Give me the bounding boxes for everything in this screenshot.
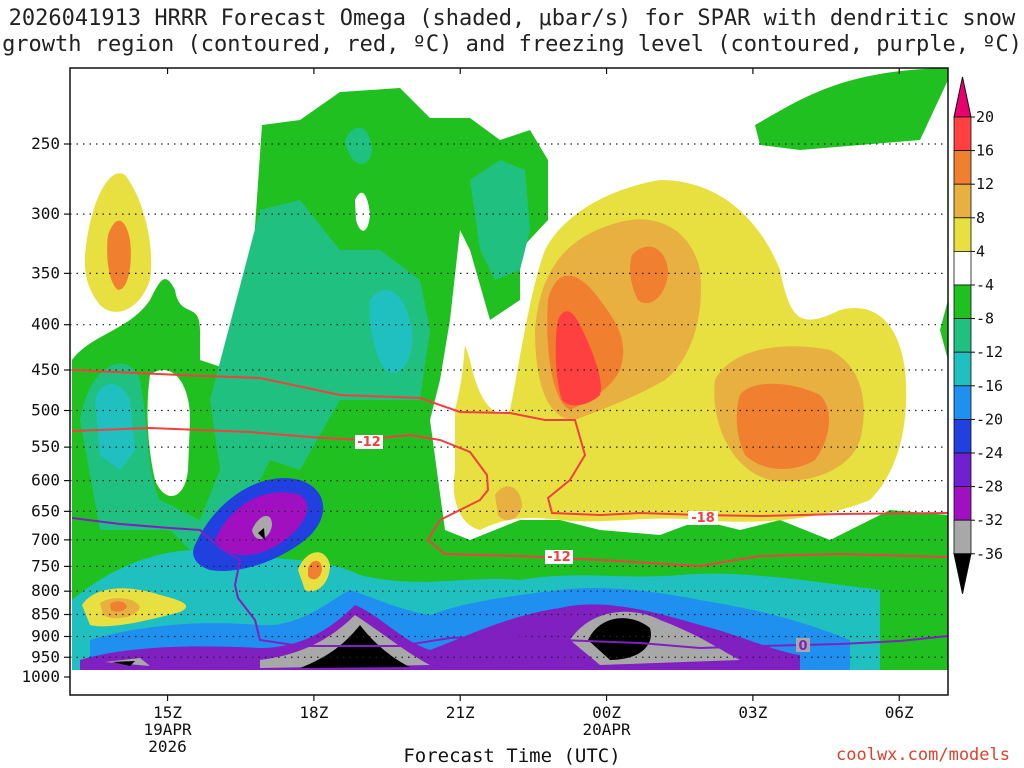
x-tick-label-2-0: 21Z [446, 703, 475, 722]
contour-label-bg-3 [545, 550, 573, 564]
ground-band [70, 670, 948, 695]
contour-freezing-level [71, 517, 948, 650]
x-tick-label-5-0: 06Z [885, 703, 914, 722]
colorbar-swatch-0 [953, 76, 972, 118]
colorbar-swatch-2 [953, 150, 972, 185]
colorbar-label-3: 8 [976, 209, 985, 227]
colorbar-label-7: -12 [976, 343, 1003, 361]
omega-region-teal-top [345, 127, 372, 164]
x-tick-label-4-0: 03Z [738, 703, 767, 722]
omega-region-teal-upper-right [470, 160, 530, 280]
y-tick-label-950: 950 [31, 647, 60, 666]
x-axis-label: Forecast Time (UTC) [403, 745, 621, 767]
omega-region-orange-mid-small [308, 560, 322, 580]
omega-region-green-right-edge [920, 300, 948, 625]
omega-region-cyan-left [95, 384, 135, 470]
colorbar-label-2: 12 [976, 175, 994, 193]
colorbar-label-4: 4 [976, 242, 985, 260]
colorbar-swatch-1 [953, 116, 972, 151]
title-line-1: 2026041913 HRRR Forecast Omega (shaded, … [8, 6, 1016, 31]
x-tick-label-3-1: 20APR [582, 720, 631, 739]
x-tick-label-0-2: 2026 [148, 737, 187, 756]
contours: -12 -18 -12 0 [71, 369, 948, 654]
colorbar-swatch-8 [953, 351, 972, 387]
colorbar-label-8: -16 [976, 377, 1003, 395]
colorbar-swatch-9 [953, 385, 972, 420]
colorbar-swatch-3 [953, 183, 972, 219]
omega-region-orange-left-low [110, 601, 127, 612]
y-tick-label-300: 300 [31, 204, 60, 223]
colorbar-label-12: -32 [976, 511, 1003, 529]
y-axis: 250 300 350 400 450 500 550 600 650 700 750 800 850 9… [21, 134, 70, 686]
title-line-2: growth region (contoured, red, ºC) and f… [2, 32, 1022, 57]
colorbar-swatch-6 [953, 284, 972, 319]
colorbar-label-9: -20 [976, 410, 1003, 428]
omega-region-white-left [147, 370, 190, 497]
colorbar-label-10: -24 [976, 444, 1003, 462]
colorbar-label-13: -36 [976, 545, 1003, 563]
y-tick-label-350: 350 [31, 263, 60, 282]
contour-label-bg-4 [796, 638, 810, 652]
x-tick-label-0-1: 19APR [143, 720, 192, 739]
colorbar-label-0: 20 [976, 108, 994, 126]
x-tick-label-3-0: 00Z [592, 703, 621, 722]
colorbar-swatch-13 [953, 519, 972, 555]
contour-label-bg-1 [355, 435, 383, 449]
contour-label-freezing: 0 [798, 639, 807, 654]
x-tick-label-1-0: 18Z [299, 703, 328, 722]
y-tick-label-550: 550 [31, 437, 60, 456]
y-tick-label-1000: 1000 [21, 667, 60, 686]
omega-region-black-low [112, 618, 651, 668]
omega-region-teal-inner [80, 200, 430, 560]
omega-field [70, 68, 948, 695]
colorbar-swatch-7 [953, 318, 972, 353]
colorbar-label-11: -28 [976, 478, 1003, 496]
y-tick-label-250: 250 [31, 134, 60, 153]
colorbar-swatch-5 [953, 250, 972, 286]
colorbar-swatch-4 [953, 217, 972, 252]
y-tick-label-500: 500 [31, 401, 60, 420]
omega-region-white-upper [355, 192, 370, 231]
y-tick-label-600: 600 [31, 471, 60, 490]
x-tick-label-0-0: 15Z [153, 703, 182, 722]
omega-region-orange-right [736, 383, 830, 470]
colorbar-swatch-10 [953, 418, 972, 454]
colorbar-label-1: 16 [976, 142, 994, 160]
y-tick-label-450: 450 [31, 360, 60, 379]
colorbar-swatch-14 [953, 553, 972, 594]
colorbar-label-5: -4 [976, 276, 994, 294]
colorbar-swatch-11 [953, 452, 972, 487]
y-tick-label-750: 750 [31, 556, 60, 575]
omega-region-red-center [555, 311, 601, 406]
colorbar-label-6: -8 [976, 310, 994, 328]
omega-region-gold-low-center [495, 486, 522, 521]
y-tick-label-400: 400 [31, 315, 60, 334]
omega-region-green-top-right [755, 68, 948, 150]
y-tick-label-800: 800 [31, 581, 60, 600]
omega-region-orange-upper-left [107, 220, 131, 290]
omega-region-cyan-mid [369, 290, 413, 373]
contour-label-minus18: -18 [691, 511, 715, 526]
colorbar-swatch-12 [953, 486, 972, 521]
colorbar: 20 16 12 8 4 -4 -8 -12 -16 -20 -24 -28 -32 -36 [953, 76, 1003, 594]
y-tick-label-650: 650 [31, 501, 60, 520]
chart-title: 2026041913 HRRR Forecast Omega (shaded, … [0, 6, 1024, 58]
contour-label-bg-2 [688, 511, 718, 525]
omega-region-gray-mid [252, 515, 272, 540]
y-tick-label-900: 900 [31, 626, 60, 645]
plot-frame [69, 67, 949, 696]
contour-label-minus12-lower: -12 [547, 550, 571, 565]
omega-region-black-mid [258, 528, 265, 540]
contour-label-minus12-upper: -12 [357, 435, 381, 450]
contour-dendritic-lower [71, 426, 948, 568]
source-credit[interactable]: coolwx.com/models [836, 745, 1010, 765]
y-tick-label-700: 700 [31, 530, 60, 549]
y-tick-label-850: 850 [31, 605, 60, 624]
